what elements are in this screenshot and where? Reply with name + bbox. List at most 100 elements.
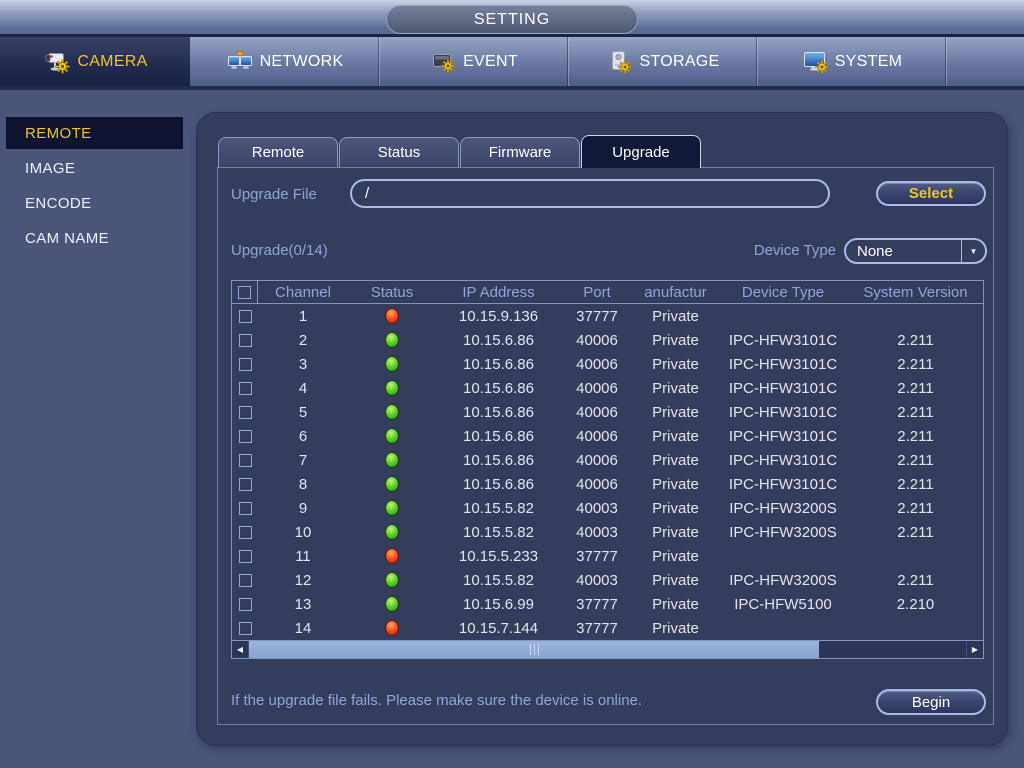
status-dot [385, 572, 399, 588]
header-system-version: System Version [863, 283, 968, 301]
cell-ip-address: 10.15.6.86 [463, 355, 534, 373]
table-row: 2 10.15.6.86 40006 Private IPC-HFW3101C 2.211 [232, 328, 983, 352]
cell-manufacturer: Private [652, 307, 699, 325]
sidebar-item-image[interactable]: IMAGE [25, 159, 76, 177]
cell-system-version: 2.211 [897, 499, 934, 517]
device-type-dropdown[interactable]: None ▼ [844, 238, 987, 264]
cell-system-version: 2.211 [897, 331, 934, 349]
panel-tab-upgrade[interactable]: Upgrade [581, 135, 701, 168]
cell-system-version: 2.210 [896, 595, 935, 613]
table-row: 11 10.15.5.233 37777 Private [232, 544, 983, 568]
row-checkbox[interactable] [238, 477, 252, 491]
row-checkbox[interactable] [238, 333, 252, 347]
select-all-checkbox[interactable] [238, 285, 251, 299]
cell-device-type: IPC-HFW3200S [729, 499, 837, 517]
scrollbar-track[interactable] [819, 641, 966, 658]
cell-ip-address: 10.15.6.86 [463, 331, 534, 349]
row-checkbox[interactable] [238, 573, 252, 587]
cell-port: 40003 [576, 499, 618, 517]
panel-tab-firmware[interactable]: Firmware [460, 137, 580, 167]
upgrade-count-label: Upgrade(0/14) [231, 242, 328, 259]
cell-channel: 8 [298, 475, 308, 493]
tab-storage-label: STORAGE [639, 52, 720, 70]
cell-ip-address: 10.15.5.82 [463, 523, 534, 541]
cell-port: 40006 [576, 331, 618, 349]
cell-manufacturer: Private [652, 523, 699, 541]
row-checkbox[interactable] [238, 429, 252, 443]
cell-port: 40006 [576, 355, 618, 373]
cell-channel: 6 [298, 427, 308, 445]
cell-port: 40006 [576, 379, 618, 397]
row-checkbox[interactable] [238, 597, 252, 611]
cell-ip-address: 10.15.5.82 [463, 499, 534, 517]
table-header: Channel Status IP Address Port anufactur… [232, 281, 983, 304]
row-checkbox[interactable] [238, 453, 252, 467]
cell-ip-address: 10.15.6.86 [463, 427, 534, 445]
row-checkbox[interactable] [238, 405, 252, 419]
upgrade-file-input[interactable] [350, 179, 830, 208]
tab-event[interactable]: EVENT [379, 37, 567, 86]
chevron-down-icon[interactable]: ▼ [961, 240, 985, 262]
begin-button[interactable]: Begin [876, 689, 986, 715]
header-port: Port [583, 283, 611, 301]
select-button[interactable]: Select [876, 181, 986, 206]
body: REMOTE IMAGE ENCODE CAM NAME Remote Stat… [0, 97, 1024, 768]
device-type-label: Device Type [753, 242, 836, 259]
cell-system-version: 2.211 [897, 379, 934, 397]
status-dot [385, 356, 399, 372]
scroll-left-arrow-icon[interactable]: ◀ [232, 641, 249, 658]
row-checkbox[interactable] [238, 549, 252, 563]
table-row: 5 10.15.6.86 40006 Private IPC-HFW3101C 2.211 [232, 400, 983, 424]
cell-ip-address: 10.15.7.144 [458, 619, 539, 637]
status-dot [385, 596, 399, 612]
scrollbar-thumb[interactable] [249, 641, 819, 658]
cell-manufacturer: Private [652, 403, 699, 421]
tab-camera[interactable]: CAMERA [0, 37, 190, 86]
row-checkbox[interactable] [238, 381, 252, 395]
panel-tab-remote[interactable]: Remote [218, 137, 338, 167]
table-row: 13 10.15.6.99 37777 Private IPC-HFW5100 2.210 [232, 592, 983, 616]
tab-separator [378, 37, 379, 86]
panel-tab-status[interactable]: Status [339, 137, 459, 167]
cell-device-type: IPC-HFW3101C [728, 451, 838, 469]
cell-system-version: 2.211 [897, 451, 934, 469]
cell-system-version: 2.211 [897, 355, 934, 373]
tab-separator [756, 37, 757, 86]
cell-device-type: IPC-HFW5100 [734, 595, 832, 613]
status-dot [385, 380, 399, 396]
row-checkbox[interactable] [238, 621, 252, 635]
status-dot [385, 620, 399, 636]
cell-port: 37777 [576, 307, 618, 325]
header-checkbox-cell [232, 281, 258, 303]
scroll-right-arrow-icon[interactable]: ▶ [966, 641, 983, 658]
row-checkbox[interactable] [238, 357, 252, 371]
row-checkbox[interactable] [238, 501, 252, 515]
cell-system-version: 2.211 [897, 523, 934, 541]
cell-device-type: IPC-HFW3200S [729, 571, 837, 589]
cell-channel: 4 [298, 379, 308, 397]
cell-manufacturer: Private [652, 499, 699, 517]
row-checkbox[interactable] [238, 309, 252, 323]
tab-system[interactable]: SYSTEM [757, 37, 945, 86]
status-dot [385, 452, 399, 468]
upgrade-content: Upgrade File Select Upgrade(0/14) Device… [217, 167, 994, 725]
cell-channel: 5 [298, 403, 308, 421]
cell-channel: 11 [295, 547, 311, 565]
cell-ip-address: 10.15.6.86 [463, 475, 534, 493]
sidebar-item-remote[interactable]: REMOTE [6, 117, 183, 149]
storage-icon [612, 50, 633, 74]
tab-network[interactable]: NETWORK [190, 37, 378, 86]
device-type-value: None [857, 242, 893, 260]
sidebar-item-cam-name[interactable]: CAM NAME [25, 229, 110, 247]
status-dot [385, 476, 399, 492]
event-icon [433, 53, 455, 73]
cell-port: 40006 [576, 403, 618, 421]
cell-device-type: IPC-HFW3101C [728, 379, 838, 397]
sidebar-item-encode[interactable]: ENCODE [25, 194, 92, 212]
status-dot [385, 548, 399, 564]
row-checkbox[interactable] [238, 525, 252, 539]
cell-ip-address: 10.15.6.86 [463, 451, 534, 469]
tab-storage[interactable]: STORAGE [568, 37, 756, 86]
title-bar: SETTING [0, 0, 1024, 37]
